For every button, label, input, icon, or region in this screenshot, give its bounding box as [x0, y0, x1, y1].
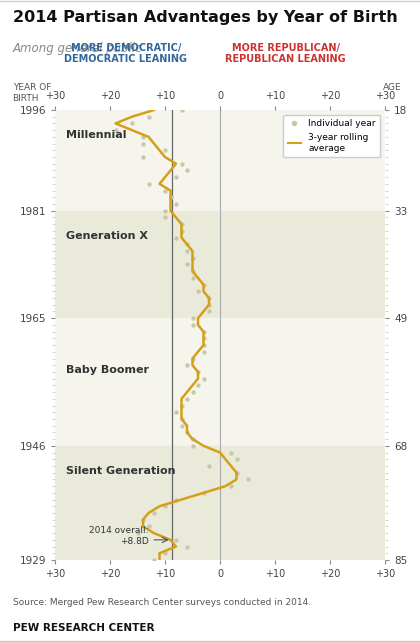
Point: [189, 273, 196, 283]
Point: [189, 434, 196, 444]
Point: [206, 293, 213, 303]
Point: [200, 327, 207, 337]
Point: [194, 286, 201, 297]
Point: [244, 474, 251, 485]
Point: [162, 548, 168, 559]
Point: [178, 401, 185, 411]
Point: [184, 165, 190, 175]
Point: [178, 414, 185, 424]
Point: [189, 320, 196, 330]
Text: PEW RESEARCH CENTER: PEW RESEARCH CENTER: [13, 623, 154, 633]
Point: [178, 105, 185, 115]
Point: [173, 494, 179, 505]
Point: [200, 374, 207, 384]
Point: [162, 186, 168, 196]
Point: [178, 159, 185, 169]
Point: [167, 192, 174, 202]
Point: [139, 132, 146, 142]
Point: [189, 266, 196, 276]
Point: [184, 246, 190, 256]
Text: Among general public: Among general public: [13, 42, 142, 55]
Point: [139, 152, 146, 162]
Point: [184, 428, 190, 438]
Point: [228, 481, 234, 491]
Text: Millennial: Millennial: [66, 130, 126, 140]
Bar: [55, 446, 385, 560]
Point: [206, 306, 213, 317]
Point: [189, 313, 196, 324]
Point: [228, 447, 234, 458]
Text: AGE: AGE: [383, 83, 401, 92]
Text: Source: Merged Pew Research Center surveys conducted in 2014.: Source: Merged Pew Research Center surve…: [13, 598, 311, 607]
Point: [206, 461, 213, 471]
Point: [151, 555, 158, 565]
Legend: Individual year, 3-year rolling
average: Individual year, 3-year rolling average: [283, 114, 381, 157]
Bar: [55, 318, 385, 446]
Point: [173, 407, 179, 417]
Point: [173, 535, 179, 545]
Point: [200, 347, 207, 357]
Bar: [55, 110, 385, 211]
Point: [233, 454, 240, 464]
Text: 2014 Partisan Advantages by Year of Birth: 2014 Partisan Advantages by Year of Birt…: [13, 10, 397, 24]
Text: YEAR OF
BIRTH: YEAR OF BIRTH: [13, 83, 51, 103]
Point: [145, 112, 152, 122]
Point: [173, 199, 179, 209]
Point: [173, 232, 179, 243]
Point: [151, 508, 158, 518]
Point: [184, 541, 190, 551]
Point: [184, 394, 190, 404]
Point: [189, 387, 196, 397]
Point: [184, 360, 190, 370]
Point: [200, 340, 207, 350]
Point: [134, 528, 141, 538]
Point: [112, 125, 119, 135]
Text: Baby Boomer: Baby Boomer: [66, 365, 149, 375]
Point: [139, 515, 146, 525]
Point: [194, 380, 201, 390]
Point: [189, 252, 196, 263]
Text: Generation X: Generation X: [66, 231, 148, 241]
Text: MORE DEMOCRATIC/
DEMOCRATIC LEANING: MORE DEMOCRATIC/ DEMOCRATIC LEANING: [65, 42, 187, 64]
Point: [189, 440, 196, 451]
Point: [145, 521, 152, 532]
Point: [145, 178, 152, 189]
Point: [184, 259, 190, 270]
Point: [206, 300, 213, 310]
Point: [200, 488, 207, 498]
Point: [178, 226, 185, 236]
Text: Silent Generation: Silent Generation: [66, 466, 176, 476]
Point: [162, 205, 168, 216]
Point: [162, 213, 168, 223]
Point: [200, 279, 207, 290]
Point: [200, 333, 207, 343]
Point: [129, 118, 135, 128]
Point: [184, 239, 190, 250]
Text: MORE REPUBLICAN/
REPUBLICAN LEANING: MORE REPUBLICAN/ REPUBLICAN LEANING: [225, 42, 346, 64]
Text: 2014 overall:
+8.8D: 2014 overall: +8.8D: [89, 526, 149, 546]
Point: [189, 353, 196, 363]
Point: [162, 145, 168, 155]
Point: [178, 421, 185, 431]
Point: [233, 467, 240, 478]
Bar: [55, 211, 385, 318]
Point: [194, 367, 201, 377]
Point: [173, 172, 179, 182]
Point: [178, 219, 185, 229]
Point: [162, 501, 168, 512]
Point: [139, 139, 146, 149]
